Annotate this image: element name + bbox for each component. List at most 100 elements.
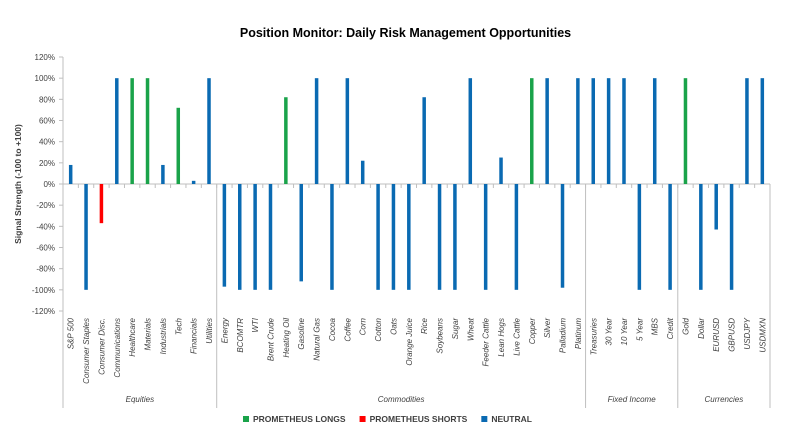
- bar: [683, 78, 688, 184]
- bar: [68, 164, 73, 184]
- bar: [115, 78, 119, 184]
- chart-title: Position Monitor: Daily Risk Management …: [239, 26, 572, 40]
- bar: [729, 184, 734, 290]
- bar: [284, 97, 288, 184]
- x-tick-label: Communications: [113, 318, 122, 378]
- bar: [714, 184, 718, 230]
- x-tick-label: Lean Hogs: [497, 318, 506, 357]
- x-tick-label: Gasoline: [297, 317, 306, 349]
- bar: [222, 184, 227, 287]
- bar: [422, 97, 426, 184]
- y-tick-label: -80%: [36, 265, 55, 274]
- x-tick-label: Dollar: [697, 318, 706, 339]
- y-tick-label: -60%: [36, 244, 55, 253]
- x-tick-label: Heating Oil: [282, 318, 291, 358]
- y-axis-title: Signal Strength (-100 to +100): [13, 124, 23, 244]
- legend-swatch: [243, 416, 249, 422]
- bar: [576, 78, 580, 184]
- x-tick-label: 5 Year: [635, 318, 644, 341]
- x-tick-label: Copper: [528, 318, 537, 345]
- x-tick-label: WTI: [251, 317, 260, 332]
- x-tick-label: Live Cattle: [512, 317, 521, 355]
- x-tick-label: Oats: [389, 318, 398, 335]
- bar: [483, 184, 488, 290]
- x-tick-label: Gold: [681, 317, 690, 334]
- bar: [453, 184, 457, 290]
- group-label: Commodities: [378, 395, 425, 404]
- y-tick-label: 60%: [39, 117, 55, 126]
- x-tick-label: Cotton: [374, 317, 383, 341]
- bar: [161, 164, 165, 184]
- bar: [299, 184, 303, 282]
- bar: [238, 184, 242, 290]
- bar: [699, 184, 703, 290]
- bar: [191, 180, 196, 184]
- bar: [530, 78, 534, 184]
- bar: [591, 78, 595, 184]
- x-tick-label: EURUSD: [712, 318, 721, 352]
- bar: [514, 184, 519, 290]
- x-tick-label: Industrials: [159, 318, 168, 354]
- x-tick-label: Platinum: [574, 318, 583, 349]
- x-tick-label: Tech: [174, 317, 183, 335]
- y-tick-label: 20%: [39, 159, 55, 168]
- y-tick-label: 100%: [35, 74, 55, 83]
- x-tick-label: MBS: [651, 317, 660, 335]
- x-tick-label: Soybeans: [436, 318, 445, 354]
- bar: [268, 184, 273, 290]
- x-tick-label: Financials: [190, 318, 199, 354]
- bar: [330, 184, 334, 290]
- x-tick-label: Rice: [420, 317, 429, 334]
- bar: [745, 78, 749, 184]
- bar: [637, 184, 642, 290]
- legend-label: PROMETHEUS SHORTS: [370, 414, 468, 424]
- x-tick-label: Consumer Staples: [82, 318, 91, 384]
- bar: [606, 78, 611, 184]
- bar: [760, 78, 765, 184]
- y-tick-label: 40%: [39, 138, 55, 147]
- x-tick-label: 10 Year: [620, 318, 629, 346]
- x-tick-label: Corn: [359, 317, 368, 335]
- legend-swatch: [481, 416, 488, 422]
- y-tick-label: 80%: [39, 95, 55, 104]
- x-tick-label: Utilities: [205, 318, 214, 344]
- x-tick-label: Brent Crude: [266, 317, 275, 361]
- bar: [345, 78, 350, 184]
- x-tick-label: Palladium: [559, 318, 568, 353]
- bar: [130, 78, 134, 184]
- group-label: Fixed Income: [608, 395, 657, 404]
- bar: [499, 157, 503, 184]
- bar: [360, 160, 365, 184]
- x-tick-label: Consumer Disc.: [97, 318, 106, 375]
- bar: [407, 184, 411, 290]
- bar: [145, 78, 150, 184]
- x-tick-label: BCOMTR: [236, 318, 245, 353]
- x-tick-label: Materials: [144, 318, 153, 350]
- y-tick-label: -100%: [32, 286, 55, 295]
- x-tick-label: Credit: [666, 317, 675, 339]
- y-tick-label: -120%: [32, 307, 55, 316]
- y-tick-label: 120%: [35, 53, 55, 62]
- bar: [314, 78, 319, 184]
- bar: [376, 184, 380, 290]
- bar: [99, 184, 104, 224]
- y-tick-label: 0%: [43, 180, 55, 189]
- bar: [560, 184, 565, 288]
- y-tick-label: -40%: [36, 222, 55, 231]
- bar: [207, 78, 211, 184]
- x-tick-label: S&P 500: [67, 317, 76, 349]
- x-tick-label: Coffee: [343, 317, 352, 341]
- bar: [545, 78, 549, 184]
- x-tick-label: USDJPY: [743, 317, 752, 349]
- x-tick-label: Healthcare: [128, 317, 137, 356]
- legend-label: NEUTRAL: [491, 414, 532, 424]
- x-tick-label: Orange Juice: [405, 317, 414, 365]
- x-tick-label: Silver: [543, 318, 552, 338]
- bar: [437, 184, 442, 290]
- y-tick-label: -20%: [36, 201, 55, 210]
- bar: [253, 184, 257, 290]
- x-tick-label: Sugar: [451, 318, 460, 340]
- x-tick-label: Wheat: [466, 317, 475, 341]
- bar: [622, 78, 626, 184]
